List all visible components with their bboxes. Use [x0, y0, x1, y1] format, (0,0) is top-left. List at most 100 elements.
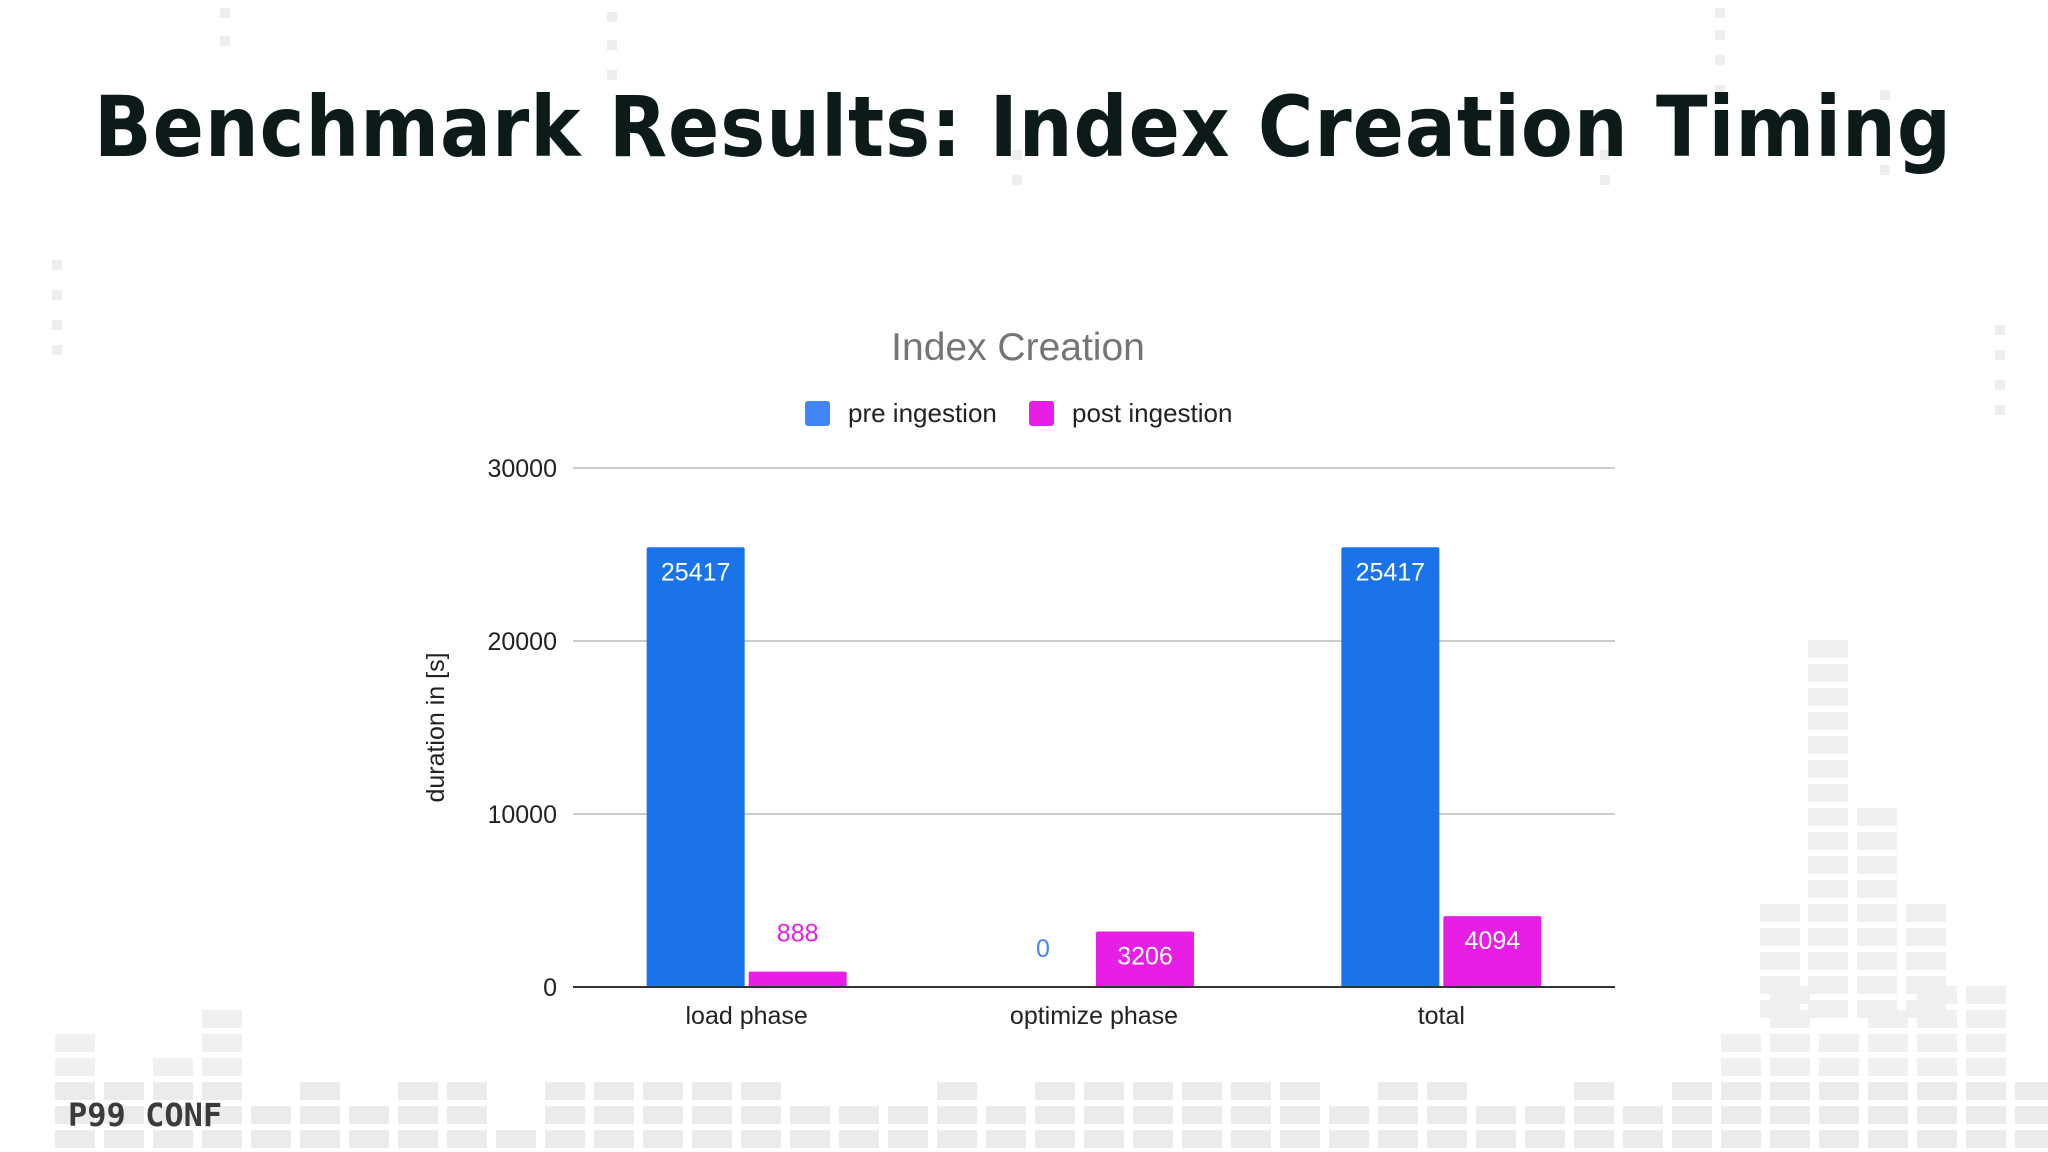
equalizer-cell [2015, 1082, 2048, 1100]
equalizer-cell [1035, 1106, 1075, 1124]
x-tick-label: optimize phase [1010, 1002, 1178, 1030]
equalizer-cell [986, 1106, 1026, 1124]
equalizer-cell [398, 1130, 438, 1148]
equalizer-cell [349, 1130, 389, 1148]
y-tick-label: 20000 [487, 628, 557, 656]
equalizer-cell [1770, 1106, 1810, 1124]
equalizer-cell [1808, 952, 1848, 970]
equalizer-cell [1133, 1130, 1173, 1148]
equalizer-cell [1672, 1106, 1712, 1124]
equalizer-cell [398, 1082, 438, 1100]
y-tick-label: 0 [543, 974, 557, 1002]
equalizer-cell [1917, 1130, 1957, 1148]
equalizer-cell [496, 1130, 536, 1148]
equalizer-cell [1770, 1058, 1810, 1076]
equalizer-cell [1133, 1106, 1173, 1124]
decor-dot [52, 290, 62, 300]
equalizer-cell [1819, 1082, 1859, 1100]
x-tick-label: load phase [686, 1002, 808, 1030]
equalizer-cell [1819, 1058, 1859, 1076]
equalizer-columns [52, 8, 2048, 1148]
equalizer-cell [104, 1106, 144, 1124]
bar-post-ingestion [1443, 916, 1542, 987]
data-label: 0 [1036, 935, 1050, 963]
equalizer-cell [1721, 1106, 1761, 1124]
equalizer-cell [1280, 1082, 1320, 1100]
equalizer-cell [692, 1082, 732, 1100]
equalizer-cell [1819, 1130, 1859, 1148]
decor-dot [1600, 175, 1610, 185]
equalizer-cell [1868, 1058, 1908, 1076]
equalizer-cell [1857, 904, 1897, 922]
equalizer-cell [1917, 1082, 1957, 1100]
equalizer-cell [1721, 1082, 1761, 1100]
equalizer-cell [300, 1106, 340, 1124]
equalizer-cell [986, 1130, 1026, 1148]
equalizer-cell [1574, 1130, 1614, 1148]
equalizer-cell [1808, 904, 1848, 922]
equalizer-cell [202, 1010, 242, 1028]
equalizer-cell [1906, 976, 1946, 994]
equalizer-cell [1182, 1082, 1222, 1100]
equalizer-cell [1857, 832, 1897, 850]
equalizer-cell [1760, 904, 1800, 922]
equalizer-cell [790, 1106, 830, 1124]
y-tick-label: 30000 [487, 455, 557, 483]
decor-dot [1880, 115, 1890, 125]
equalizer-cell [1808, 760, 1848, 778]
equalizer-cell [349, 1106, 389, 1124]
decor-dot [1715, 85, 1725, 95]
equalizer-cell [1917, 1058, 1957, 1076]
legend-label: pre ingestion [848, 398, 997, 428]
equalizer-cell [1476, 1130, 1516, 1148]
equalizer-cell [1808, 928, 1848, 946]
equalizer-cell [937, 1082, 977, 1100]
equalizer-cell [741, 1130, 781, 1148]
equalizer-cell [1857, 928, 1897, 946]
equalizer-cell [1280, 1130, 1320, 1148]
data-label: 25417 [1356, 558, 1426, 586]
legend-label: post ingestion [1072, 398, 1232, 428]
equalizer-cell [55, 1106, 95, 1124]
equalizer-cell [1868, 1034, 1908, 1052]
equalizer-cell [1819, 1106, 1859, 1124]
slide-title: Benchmark Results: Index Creation Timing [94, 78, 1952, 176]
equalizer-cell [1966, 1034, 2006, 1052]
equalizer-cell [153, 1082, 193, 1100]
equalizer-cell [1084, 1106, 1124, 1124]
decor-dot [52, 345, 62, 355]
equalizer-cell [1476, 1106, 1516, 1124]
equalizer-cell [1808, 736, 1848, 754]
equalizer-cell [1378, 1106, 1418, 1124]
equalizer-cell [104, 1082, 144, 1100]
equalizer-cell [1868, 1082, 1908, 1100]
equalizer-cell [1966, 1130, 2006, 1148]
equalizer-cell [692, 1106, 732, 1124]
bar-post-ingestion [748, 971, 847, 987]
equalizer-cell [741, 1082, 781, 1100]
equalizer-cell [1035, 1082, 1075, 1100]
decor-dot [1715, 30, 1725, 40]
equalizer-cell [447, 1130, 487, 1148]
equalizer-cell [594, 1082, 634, 1100]
equalizer-cell [1084, 1130, 1124, 1148]
equalizer-cell [643, 1082, 683, 1100]
equalizer-cell [153, 1106, 193, 1124]
equalizer-cell [888, 1106, 928, 1124]
equalizer-cell [1966, 1010, 2006, 1028]
equalizer-cell [1760, 1000, 1800, 1018]
equalizer-cell [839, 1106, 879, 1124]
decor-dot [1600, 150, 1610, 160]
equalizer-cell [55, 1058, 95, 1076]
equalizer-cell [1808, 976, 1848, 994]
equalizer-cell [55, 1130, 95, 1148]
equalizer-cell [1329, 1106, 1369, 1124]
equalizer-cell [1906, 1000, 1946, 1018]
equalizer-cell [1966, 1058, 2006, 1076]
equalizer-cell [202, 1082, 242, 1100]
equalizer-cell [55, 1034, 95, 1052]
equalizer-cell [1525, 1106, 1565, 1124]
equalizer-cell [1672, 1130, 1712, 1148]
equalizer-cell [937, 1106, 977, 1124]
